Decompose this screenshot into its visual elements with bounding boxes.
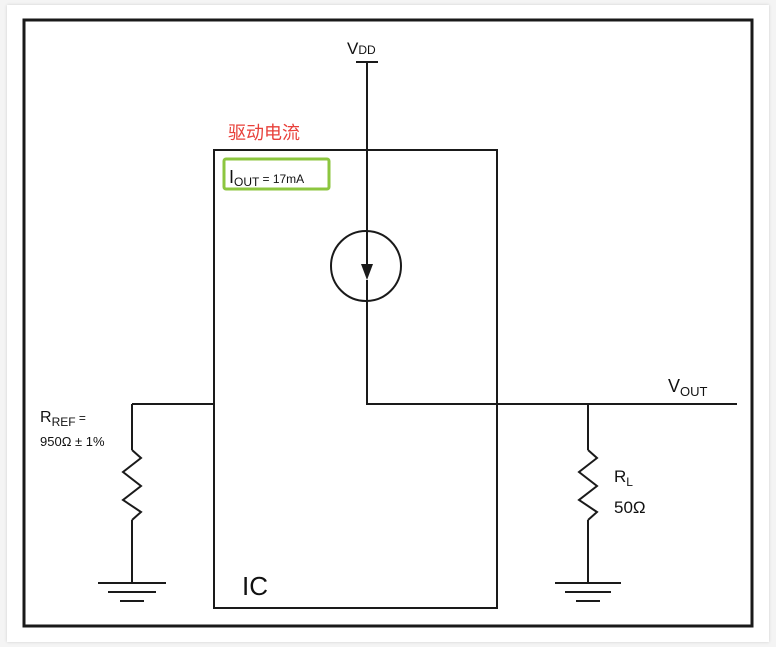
vout-label: VOUT — [668, 376, 708, 399]
rl-label: RL — [614, 467, 633, 489]
rref-value: 950Ω ± 1% — [40, 434, 105, 449]
drive-current-label: 驱动电流 — [228, 123, 300, 144]
rl-value: 50Ω — [614, 498, 646, 517]
rref-label: RREF = — [40, 409, 86, 429]
rl-resistor-symbol — [577, 449, 599, 521]
ic-box — [213, 149, 498, 609]
diagram-frame — [7, 5, 769, 642]
ic-label: IC — [242, 571, 268, 601]
vdd-label: VDD — [347, 39, 376, 58]
rref-ground-icon — [98, 582, 166, 602]
iout-highlight-box — [222, 157, 331, 191]
iout-label: IOUT = 17mA — [229, 167, 304, 189]
current-source-arrow-head — [361, 264, 373, 280]
diagram-border — [22, 18, 754, 628]
rref-resistor-symbol — [121, 449, 143, 521]
rl-ground-icon — [555, 582, 621, 602]
